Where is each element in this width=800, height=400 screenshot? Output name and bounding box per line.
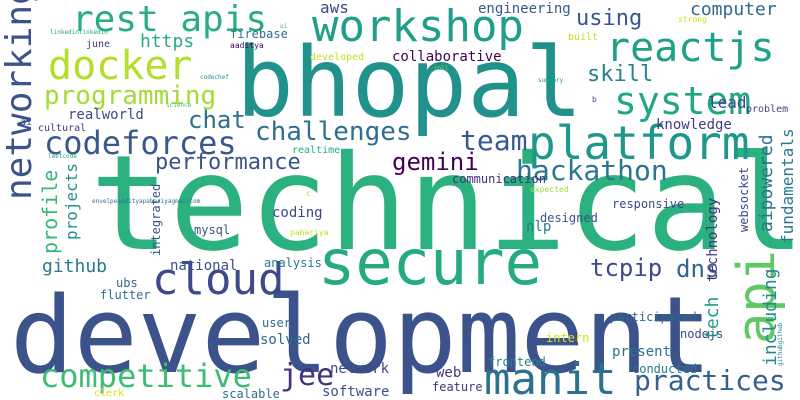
- word-science: science: [166, 102, 192, 109]
- word-programming: programming: [44, 81, 217, 111]
- word-websocket: websocket: [737, 166, 751, 232]
- word-ai: ai: [20, 117, 33, 128]
- word-mysql: mysql: [194, 223, 231, 237]
- word-collaborative: collaborative: [392, 49, 502, 65]
- word-communication: communication: [452, 172, 546, 186]
- word-workshop: workshop: [312, 1, 524, 52]
- word-developed: developed: [310, 52, 365, 63]
- word-firebase: firebase: [230, 27, 288, 41]
- word-githubgithub: githubgithub: [777, 322, 784, 366]
- word-integrated: integrated: [149, 183, 163, 256]
- word-reactjs: reactjs: [606, 25, 775, 71]
- word-software: software: [322, 384, 390, 400]
- word-strong: strong: [678, 15, 707, 24]
- word-roll: roll: [434, 65, 449, 72]
- word-team: team: [460, 124, 528, 157]
- word-c: c: [306, 189, 311, 198]
- word-frontend: frontend: [488, 355, 546, 369]
- word-github: github: [42, 256, 108, 277]
- word-rest-apis: rest apis: [72, 0, 268, 40]
- word-jee: jee: [280, 358, 335, 393]
- word-networking: networking: [0, 0, 40, 200]
- word-gemini: gemini: [392, 148, 479, 176]
- word-designed: designed: [540, 211, 598, 225]
- word-problem: problem: [746, 104, 789, 115]
- word-lead: lead: [708, 93, 747, 112]
- word-leetcode: leetcode: [48, 153, 77, 160]
- word-nodejs: nodejs: [680, 327, 724, 341]
- word-aws: aws: [320, 0, 349, 17]
- word-intern: intern: [546, 331, 590, 345]
- word-summary: summary: [538, 77, 564, 84]
- word-profile: profile: [38, 169, 62, 254]
- word-flutter: flutter: [100, 288, 151, 302]
- word-fundamentals: fundamentals: [778, 128, 797, 244]
- word-computer: computer: [690, 0, 777, 20]
- word-nlp: nlp: [526, 219, 552, 235]
- word-ui: ui: [280, 23, 288, 30]
- word-using: using: [576, 6, 643, 31]
- word-challenges: challenges: [255, 117, 412, 147]
- word-competitive: competitive: [40, 357, 252, 395]
- word-aaditya: aaditya: [230, 41, 264, 50]
- word-engineering: engineering: [478, 1, 571, 17]
- word-https: https: [140, 31, 195, 52]
- word-participated: participated: [610, 310, 697, 324]
- word-secure: secure: [318, 226, 542, 299]
- word-june: june: [86, 39, 111, 50]
- word-realworld: realworld: [68, 107, 144, 123]
- word-practices: practices: [634, 364, 786, 397]
- word-expected: expected: [530, 185, 569, 194]
- word-scalable: scalable: [222, 387, 280, 400]
- word-pahariya: pahariya: [290, 228, 329, 237]
- word-email: envelpeaadityapahariyagmailcom: [92, 198, 201, 205]
- word-responsive: responsive: [612, 197, 685, 211]
- word-bhopal: bhopal: [236, 27, 583, 139]
- word-hackathon: hackathon: [516, 154, 668, 187]
- word-b: b: [592, 95, 597, 104]
- word-cloud: cloud: [152, 254, 285, 305]
- word-conducted: conducted: [632, 362, 698, 376]
- word-manit: manit: [484, 354, 617, 400]
- word-coding: coding: [272, 205, 323, 221]
- word-technology: technology: [705, 197, 721, 282]
- word-solved: solved: [260, 332, 311, 348]
- word-national: national: [170, 258, 238, 274]
- word-aipowered: aipowered: [756, 134, 777, 232]
- word-codeforces: codeforces: [44, 124, 237, 162]
- word-clerk: clerk: [94, 388, 125, 399]
- word-projects: projects: [62, 162, 81, 240]
- word-platform: platform: [528, 116, 750, 170]
- word-system: system: [614, 79, 752, 123]
- word-dns: dns: [676, 255, 720, 283]
- word-chat: chat: [188, 106, 246, 134]
- word-skill: skill: [587, 62, 654, 87]
- word-codechef: codechef: [200, 74, 229, 81]
- word-built: built: [568, 32, 599, 43]
- word-feature: feature: [432, 380, 483, 394]
- word-ubs: ubs: [116, 276, 138, 290]
- word-tcpip: tcpip: [590, 254, 663, 282]
- word-web: web: [436, 365, 462, 381]
- word-performance: performance: [155, 150, 301, 175]
- word-technical: technical: [90, 127, 800, 281]
- word-development: development: [10, 274, 712, 397]
- word-analysis: analysis: [264, 256, 322, 270]
- word-realtime: realtime: [292, 145, 341, 156]
- word-linkedinlinkedin: linkedinlinkedin: [50, 29, 108, 36]
- word-knowledge: knowledge: [656, 117, 732, 133]
- word-network: network: [330, 361, 390, 377]
- word-cultural: cultural: [38, 123, 87, 134]
- word-present: present: [612, 344, 672, 360]
- word-user: user: [262, 316, 291, 330]
- word-docker: docker: [48, 43, 193, 89]
